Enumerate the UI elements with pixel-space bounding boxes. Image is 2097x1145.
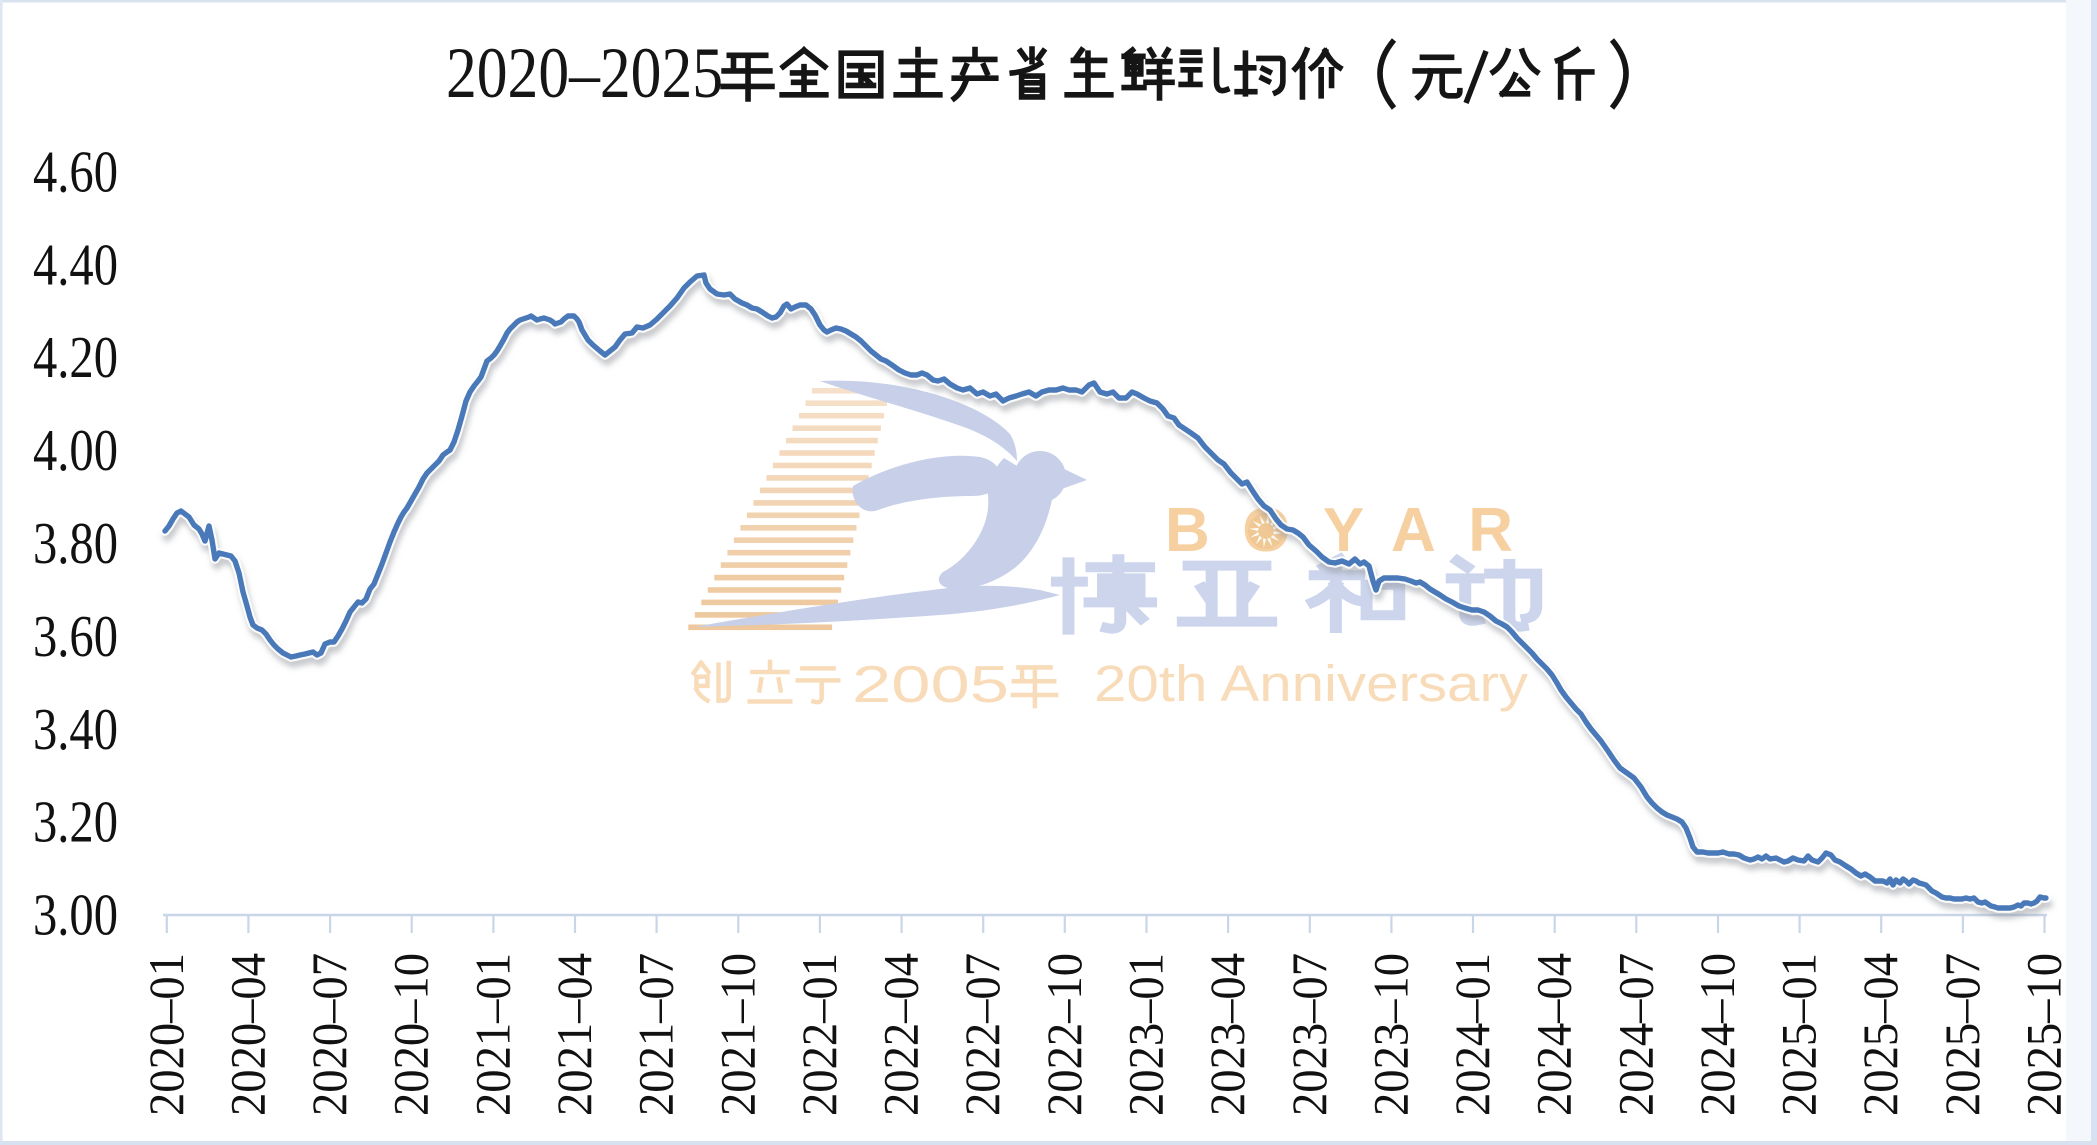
svg-text:2025–10: 2025–10 <box>2016 953 2072 1116</box>
svg-text:2023–07: 2023–07 <box>1281 953 1337 1116</box>
svg-text:2020–04: 2020–04 <box>219 953 275 1116</box>
svg-text:2021–01: 2021–01 <box>464 953 520 1116</box>
svg-text:2023–10: 2023–10 <box>1362 953 1418 1116</box>
svg-text:2005: 2005 <box>852 656 1009 714</box>
svg-text:2025–01: 2025–01 <box>1771 953 1827 1116</box>
svg-text:2022–10: 2022–10 <box>1036 953 1092 1116</box>
svg-text:3.20: 3.20 <box>33 789 118 855</box>
svg-text:2023–01: 2023–01 <box>1118 953 1174 1116</box>
svg-text:3.60: 3.60 <box>33 603 118 669</box>
svg-text:20th Anniversary: 20th Anniversary <box>1094 655 1529 712</box>
svg-text:3.80: 3.80 <box>33 510 118 576</box>
svg-text:3.00: 3.00 <box>33 882 118 948</box>
svg-text:2020–07: 2020–07 <box>301 953 357 1116</box>
svg-text:2020–2025: 2020–2025 <box>446 32 723 113</box>
svg-text:2024–01: 2024–01 <box>1444 953 1500 1116</box>
svg-text:2024–07: 2024–07 <box>1607 953 1663 1116</box>
svg-text:2024–04: 2024–04 <box>1526 953 1582 1116</box>
svg-text:2021–10: 2021–10 <box>709 953 765 1116</box>
svg-text:2021–07: 2021–07 <box>628 953 684 1116</box>
svg-text:4.40: 4.40 <box>33 231 118 297</box>
svg-text:4.60: 4.60 <box>33 139 118 205</box>
svg-text:3.40: 3.40 <box>33 696 118 762</box>
svg-text:2020–10: 2020–10 <box>383 953 439 1116</box>
svg-text:2021–04: 2021–04 <box>546 953 602 1116</box>
svg-text:2020–01: 2020–01 <box>138 953 194 1116</box>
svg-text:2022–01: 2022–01 <box>791 953 847 1116</box>
svg-text:2022–07: 2022–07 <box>954 953 1010 1116</box>
svg-text:4.00: 4.00 <box>33 417 118 483</box>
svg-text:2025–07: 2025–07 <box>1934 953 1990 1116</box>
svg-text:2022–04: 2022–04 <box>873 953 929 1116</box>
svg-text:2024–10: 2024–10 <box>1689 953 1745 1116</box>
svg-text:4.20: 4.20 <box>33 324 118 390</box>
svg-text:2025–04: 2025–04 <box>1852 953 1908 1116</box>
svg-text:2023–04: 2023–04 <box>1199 953 1255 1116</box>
